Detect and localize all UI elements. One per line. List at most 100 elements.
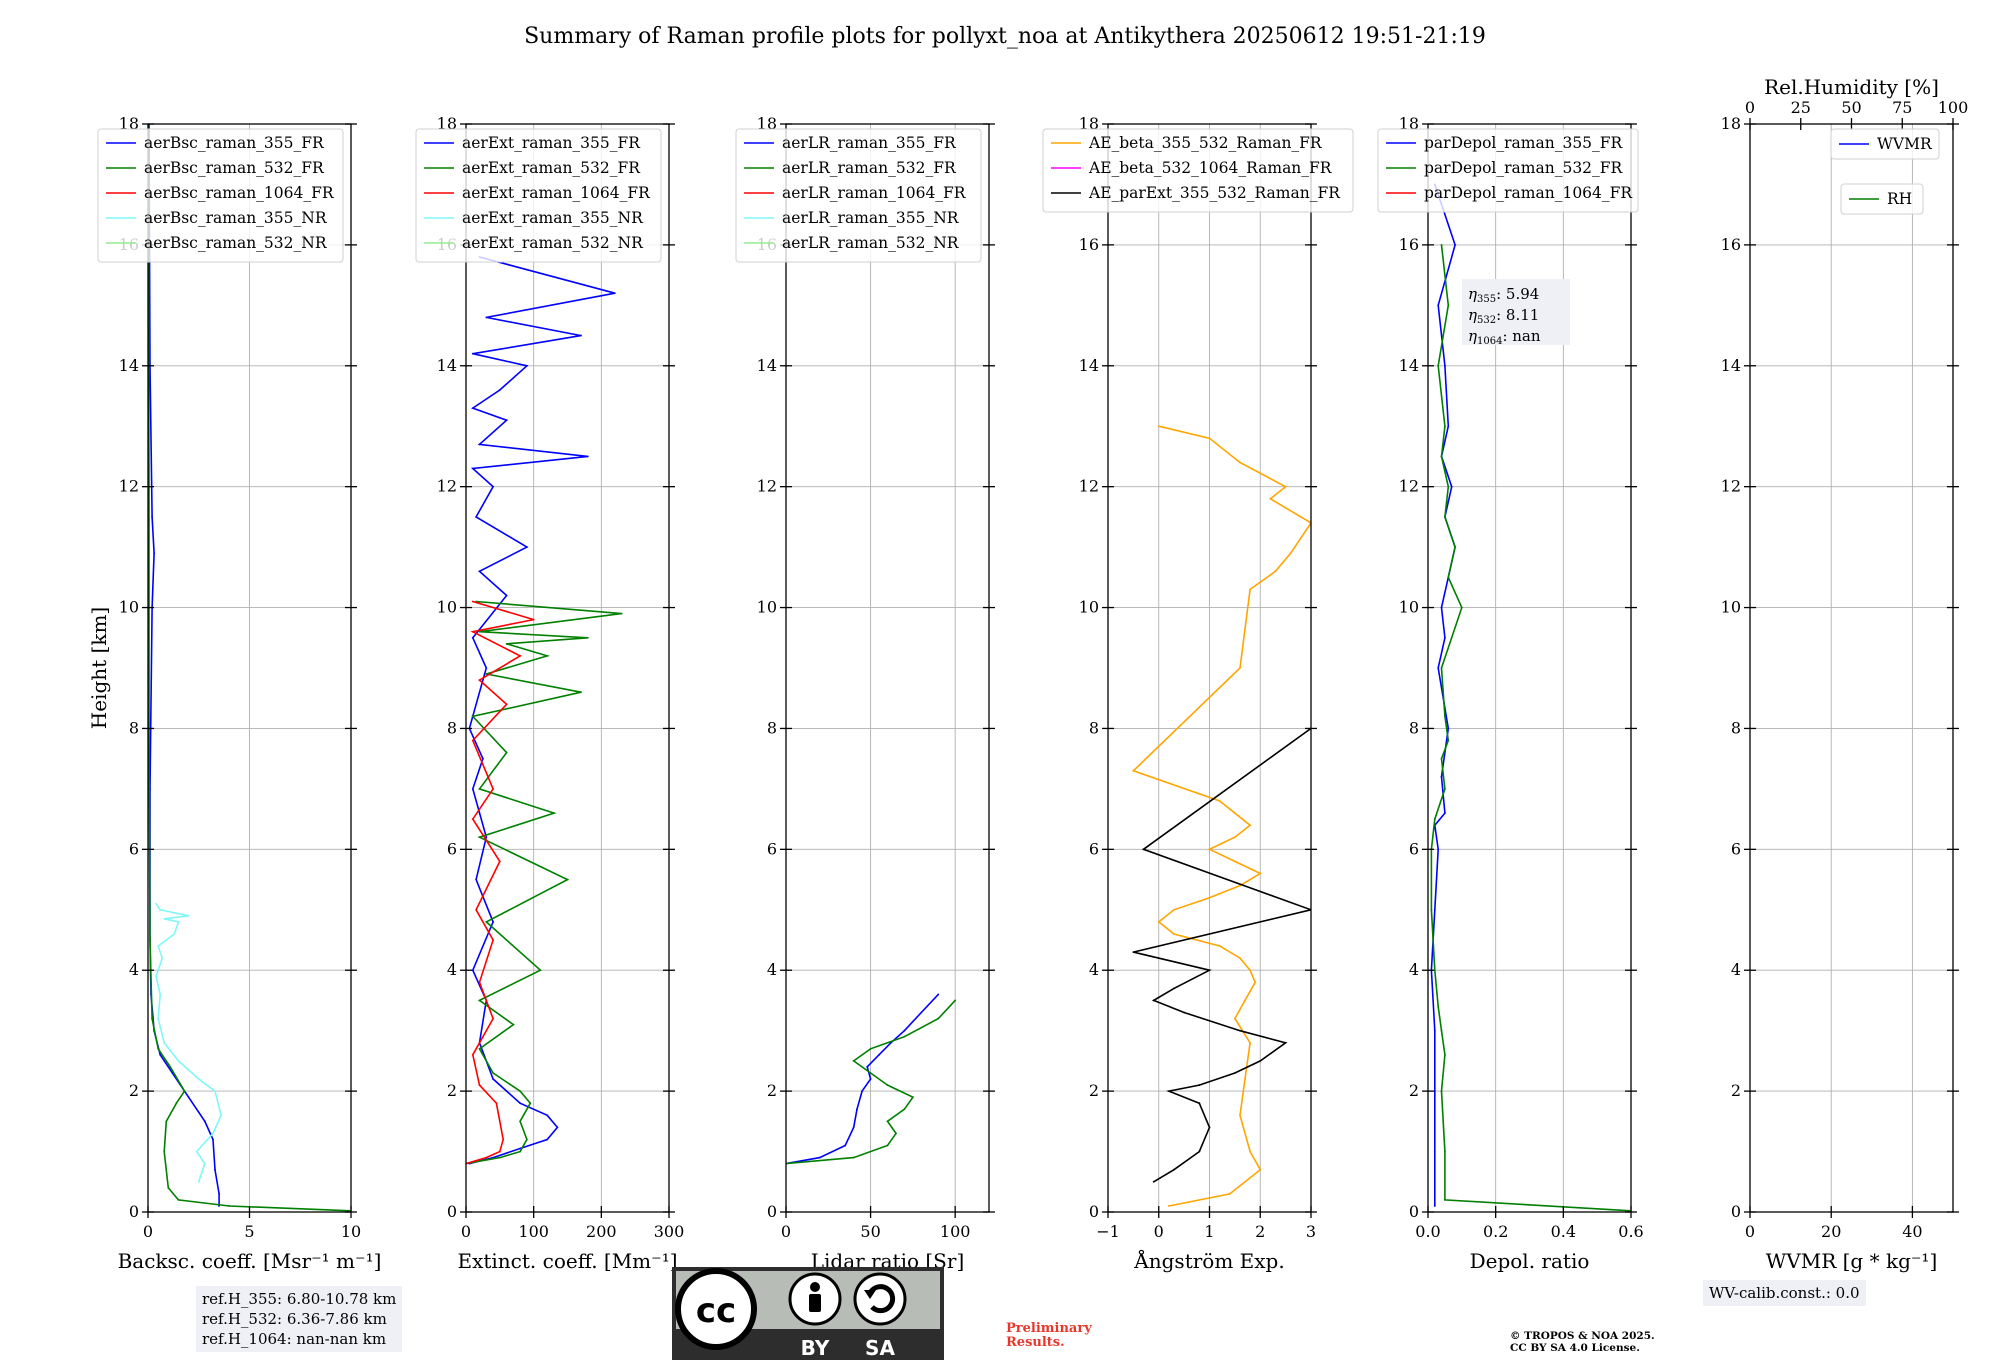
bsc-point-aerBsc_raman_532_FR (157, 1047, 160, 1050)
depol-point-parDepol_raman_532_FR (1444, 515, 1446, 518)
bsc-legend-label-aerBsc_raman_532_NR: aerBsc_raman_532_NR (144, 234, 328, 252)
ref-height-532: ref.H_532: 6.36-7.86 km (202, 1310, 387, 1328)
depol-point-parDepol_raman_532_FR (1440, 757, 1443, 760)
ae-point-AE_beta_355_532_Raman_FR (1249, 824, 1251, 827)
depol-xtick-label: 0.0 (1415, 1222, 1440, 1241)
ae-ytick-label: 0 (1089, 1202, 1099, 1221)
ext-point-aerExt_raman_355_FR (586, 455, 589, 458)
wv-xtick-label: 0 (1745, 1222, 1755, 1241)
wv-ytick-label: 10 (1721, 598, 1741, 617)
bsc-data (148, 124, 351, 1212)
ext-grid (465, 123, 670, 1213)
lr-point-aerLR_raman_355_FR (844, 1144, 847, 1147)
lr-point-aerLR_raman_532_FR (937, 1017, 940, 1020)
lr-point-aerLR_raman_532_FR (886, 1084, 889, 1086)
wv-top-xlabel: Rel.Humidity [%] (1764, 75, 1939, 99)
ext-legend-label-aerExt_raman_355_FR: aerExt_raman_355_FR (462, 134, 641, 152)
ae-legend-label-AE_beta_532_1064_Raman_FR: AE_beta_532_1064_Raman_FR (1088, 159, 1333, 177)
ext-point-aerExt_raman_532_FR (485, 920, 488, 923)
cc-text: cc (696, 1291, 736, 1331)
ext-legend-box (415, 128, 662, 263)
ae-point-AE_beta_355_532_Raman_FR (1289, 552, 1292, 555)
ext-point-aerExt_raman_532_FR (566, 878, 569, 881)
wv-xtick-label: 40 (1902, 1222, 1922, 1241)
depol-legend-label-parDepol_raman_355_FR: parDepol_raman_355_FR (1424, 134, 1624, 152)
ae-point-AE_beta_355_532_Raman_FR (1208, 896, 1211, 899)
ext-point-aerExt_raman_532_FR (529, 1102, 532, 1105)
bsc-point-aerBsc_raman_355_NR (214, 1090, 216, 1093)
bsc-ytick-label: 4 (129, 960, 139, 979)
depol-xtick-label: 0.6 (1618, 1222, 1643, 1241)
bsc-point-aerBsc_raman_355_NR (163, 917, 166, 920)
lr-ytick-label: 18 (757, 114, 777, 133)
ae-point-AE_parExt_355_532_Raman_FR (1168, 1090, 1170, 1093)
ae-xtick-label: 2 (1255, 1222, 1265, 1241)
ae-point-AE_parExt_355_532_Raman_FR (1173, 1168, 1175, 1171)
depol-eta-532: η532: 8.11 (1468, 306, 1539, 326)
reference-heights-box: ref.H_355: 6.80-10.78 km ref.H_532: 6.36… (196, 1286, 403, 1352)
ext-xtick-label: 300 (654, 1222, 685, 1241)
preliminary-results-label: Preliminary Results. (1006, 1322, 1092, 1350)
ae-point-AE_beta_355_532_Raman_FR (1259, 1168, 1262, 1171)
ext-point-aerExt_raman_355_FR (519, 1147, 522, 1150)
bsc-point-aerBsc_raman_532_FR (165, 1120, 168, 1123)
depol-point-parDepol_raman_532_FR (1440, 455, 1443, 458)
ext-point-aerExt_raman_532_FR (492, 1072, 494, 1074)
bsc-xlabel: Backsc. coeff. [Msr⁻¹ m⁻¹] (118, 1249, 382, 1273)
bsc-ytick-label: 18 (119, 114, 139, 133)
lr-series-aerLR_raman_355_FR (786, 993, 939, 1165)
lr-point-aerLR_raman_355_FR (920, 1011, 923, 1014)
lr-ytick-label: 4 (767, 960, 777, 979)
lr-ytick-label: 14 (757, 356, 777, 375)
ae-point-AE_beta_355_532_Raman_FR (1254, 981, 1257, 984)
ae-point-AE_beta_355_532_Raman_FR (1284, 485, 1287, 488)
ae-point-AE_parExt_355_532_Raman_FR (1132, 951, 1135, 953)
ae-point-AE_beta_355_532_Raman_FR (1249, 1041, 1251, 1044)
ext-point-aerExt_raman_1064_FR (492, 1017, 494, 1020)
lr-xtick-label: 100 (940, 1222, 971, 1241)
lr-ytick-label: 6 (767, 839, 777, 858)
wv-ytick-label: 8 (1731, 718, 1741, 737)
ext-legend-label-aerExt_raman_532_FR: aerExt_raman_532_FR (462, 159, 641, 177)
bsc-point-aerBsc_raman_355_NR (159, 993, 162, 996)
bsc-legend-label-aerBsc_raman_355_FR: aerBsc_raman_355_FR (144, 134, 325, 152)
ext-point-aerExt_raman_355_FR (505, 594, 508, 597)
bsc-point-aerBsc_raman_355_FR (212, 1138, 214, 1141)
lr-point-aerLR_raman_532_FR (869, 1047, 872, 1050)
ae-legend-label-AE_beta_355_532_Raman_FR: AE_beta_355_532_Raman_FR (1088, 134, 1323, 152)
wv-top-xtick-label: 0 (1745, 98, 1755, 117)
ae-point-AE_beta_355_532_Raman_FR (1157, 425, 1160, 428)
depol-xlabel: Depol. ratio (1470, 1249, 1590, 1273)
cc-license-badge: cc BY SA (672, 1267, 944, 1360)
ext-ytick-label: 6 (447, 839, 457, 858)
depol-xtick-label: 0.4 (1551, 1222, 1576, 1241)
ext-point-aerExt_raman_532_FR (478, 787, 481, 790)
ext-point-aerExt_raman_532_FR (553, 812, 555, 814)
lr-point-aerLR_raman_355_FR (852, 1126, 855, 1129)
ext-point-aerExt_raman_355_FR (478, 570, 481, 573)
bsc-legend-label-aerBsc_raman_355_NR: aerBsc_raman_355_NR (144, 209, 328, 227)
ext-point-aerExt_raman_1064_FR (471, 630, 474, 633)
ext-xtick-label: 0 (461, 1222, 471, 1241)
wv-calibration-box: WV-calib.const.: 0.0 (1703, 1280, 1866, 1306)
ext-point-aerExt_raman_1064_FR (471, 600, 474, 603)
ae-xtick-label: 3 (1306, 1222, 1316, 1241)
depol-point-parDepol_raman_532_FR (1440, 1029, 1443, 1032)
depol-xtick-label: 0.2 (1483, 1222, 1508, 1241)
ext-point-aerExt_raman_1064_FR (498, 860, 501, 863)
ae-point-AE_parExt_355_532_Raman_FR (1198, 1084, 1201, 1086)
ae-ytick-label: 10 (1079, 598, 1099, 617)
depol-legend-label-parDepol_raman_532_FR: parDepol_raman_532_FR (1424, 159, 1624, 177)
lr-point-aerLR_raman_532_FR (903, 1035, 906, 1038)
wv-ytick-label: 2 (1731, 1081, 1741, 1100)
depol-ytick-label: 16 (1399, 235, 1419, 254)
depol-point-parDepol_raman_532_FR (1447, 304, 1450, 307)
lr-point-aerLR_raman_532_FR (852, 1059, 855, 1062)
ext-point-aerExt_raman_355_FR (580, 334, 582, 337)
depol-point-parDepol_raman_532_FR (1444, 1053, 1446, 1056)
depol-point-parDepol_raman_355_FR (1447, 727, 1450, 730)
wv-legend-label-WVMR: WVMR (1877, 135, 1933, 153)
lr-frame (785, 123, 990, 1213)
depol-ytick-label: 4 (1409, 960, 1419, 979)
depol-series-parDepol_raman_355_FR (1430, 184, 1456, 1206)
